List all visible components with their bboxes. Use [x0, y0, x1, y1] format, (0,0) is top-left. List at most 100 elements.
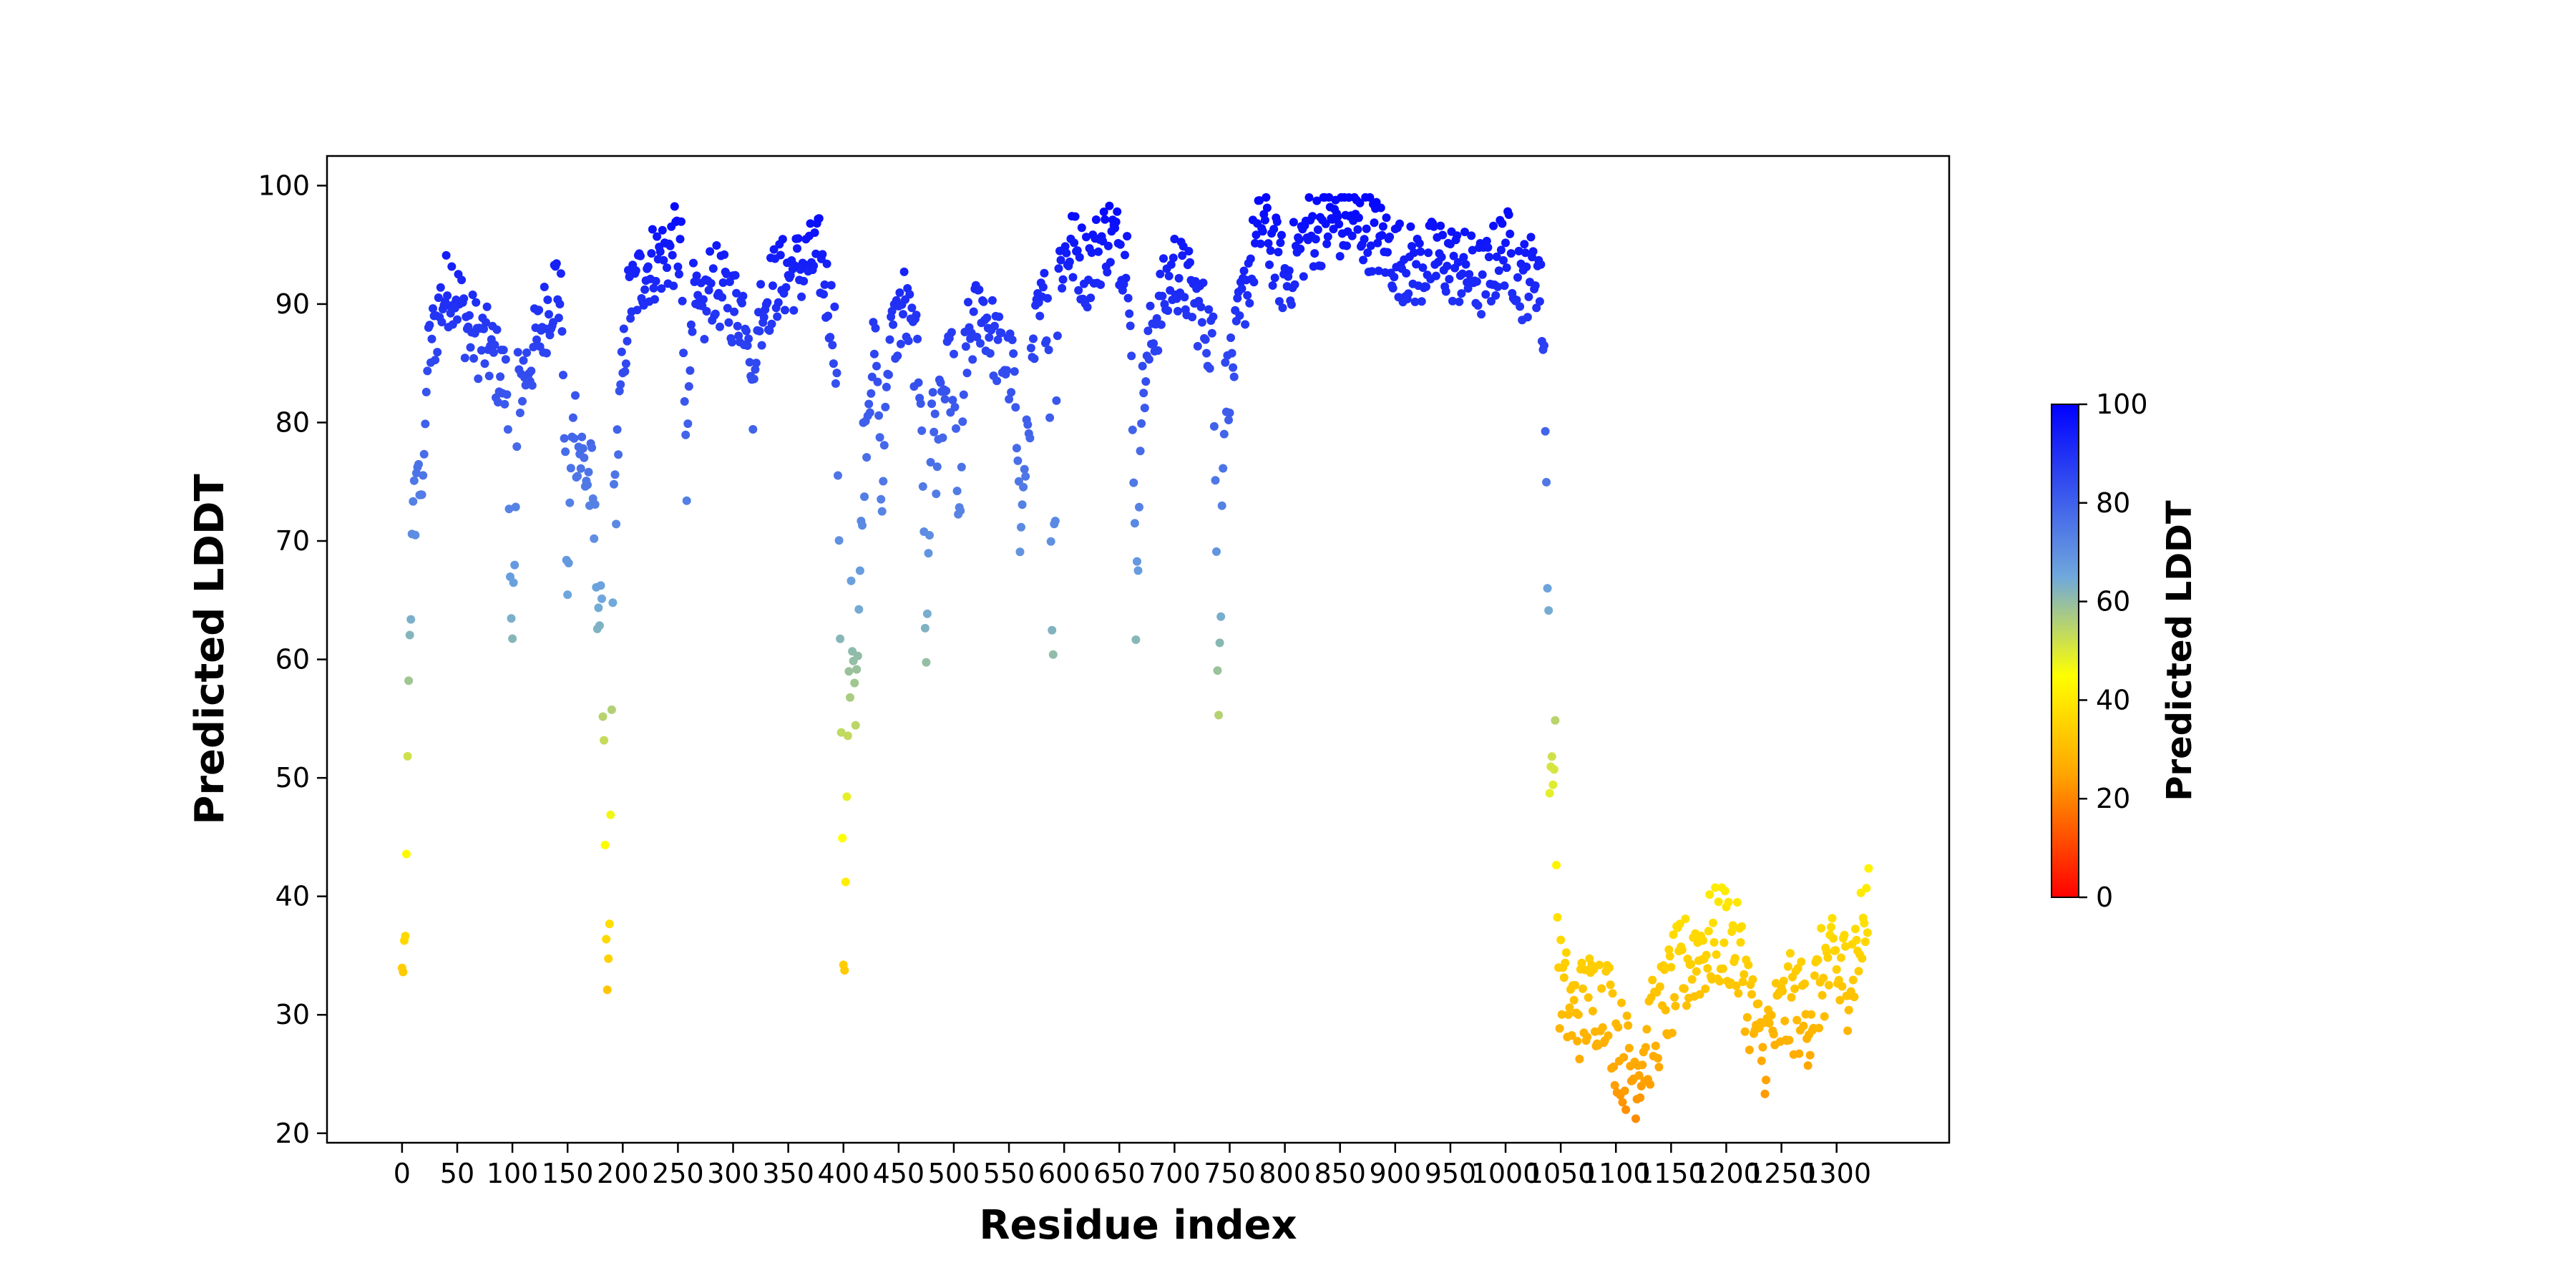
- data-point: [649, 283, 658, 293]
- data-point: [1675, 919, 1684, 929]
- data-point: [1213, 666, 1222, 675]
- data-point: [850, 678, 859, 688]
- data-point: [1262, 203, 1272, 213]
- data-point: [975, 285, 984, 294]
- y-axis: 20 30 40 50 60 70 80 90 100: [258, 170, 327, 1149]
- data-point: [733, 321, 742, 331]
- y-tick-label: 30: [275, 999, 310, 1030]
- data-point: [1266, 246, 1275, 255]
- data-point: [409, 476, 419, 485]
- data-point: [417, 490, 426, 499]
- data-point: [724, 318, 733, 327]
- data-point: [990, 321, 999, 331]
- data-point: [527, 366, 536, 376]
- data-point: [1304, 193, 1314, 202]
- data-point: [602, 935, 611, 944]
- data-point: [1010, 367, 1019, 376]
- data-point: [1557, 1010, 1566, 1019]
- data-point: [743, 341, 752, 350]
- data-point: [1202, 348, 1211, 358]
- data-point: [563, 590, 572, 600]
- data-point: [515, 409, 525, 417]
- data-point: [1850, 924, 1860, 934]
- data-point: [874, 411, 884, 420]
- data-point: [993, 335, 1002, 344]
- data-point: [433, 348, 442, 357]
- data-point: [527, 381, 537, 390]
- data-point: [1621, 1105, 1631, 1114]
- data-point: [1522, 262, 1531, 271]
- data-point: [873, 377, 882, 386]
- data-point: [1455, 297, 1464, 306]
- data-point: [1815, 1023, 1823, 1033]
- data-point: [1087, 248, 1096, 258]
- data-point: [824, 311, 833, 321]
- data-point: [896, 339, 905, 348]
- data-point: [918, 482, 927, 491]
- data-point: [1083, 303, 1092, 312]
- data-point: [1224, 416, 1233, 424]
- data-point: [819, 290, 828, 299]
- data-point: [1017, 522, 1025, 532]
- data-point: [781, 283, 791, 292]
- data-point: [1294, 235, 1304, 244]
- data-point: [1133, 566, 1143, 575]
- data-point: [1126, 321, 1135, 331]
- data-point: [1575, 1055, 1584, 1063]
- data-point: [1544, 606, 1553, 615]
- data-point: [976, 338, 985, 348]
- data-point: [659, 255, 668, 265]
- data-point: [979, 297, 988, 306]
- data-point: [1207, 328, 1216, 338]
- data-point: [1487, 297, 1496, 306]
- data-point: [1103, 268, 1112, 277]
- data-point: [1129, 478, 1138, 487]
- x-tick-label: 1050: [1526, 1158, 1596, 1189]
- data-point: [1532, 303, 1541, 313]
- data-point: [1513, 273, 1522, 282]
- data-point: [1272, 217, 1282, 226]
- data-point: [732, 288, 741, 298]
- data-point: [1121, 250, 1129, 260]
- data-point: [1754, 999, 1763, 1008]
- data-point: [1473, 301, 1483, 310]
- data-point: [1133, 557, 1141, 566]
- data-point: [1453, 258, 1463, 267]
- data-point: [1803, 1061, 1813, 1070]
- colorbar-tick-label: 100: [2096, 389, 2148, 420]
- data-point: [809, 261, 819, 270]
- data-point: [509, 578, 518, 587]
- data-point: [1641, 1043, 1650, 1052]
- data-point: [675, 270, 683, 279]
- data-point: [653, 232, 662, 241]
- colorbar-gradient: [2051, 404, 2079, 898]
- data-point: [555, 300, 565, 308]
- data-point: [499, 346, 508, 355]
- data-point: [1477, 310, 1486, 319]
- data-point: [867, 389, 876, 398]
- x-tick-label: 300: [707, 1158, 759, 1189]
- data-point: [1390, 273, 1399, 282]
- data-point: [1712, 950, 1721, 959]
- data-point: [552, 259, 561, 268]
- data-point: [961, 342, 970, 351]
- data-point: [1137, 419, 1146, 428]
- data-point: [459, 294, 469, 303]
- data-point: [1524, 292, 1533, 301]
- data-point: [922, 658, 931, 667]
- data-point: [1565, 1003, 1574, 1013]
- data-point: [1703, 964, 1712, 973]
- data-point: [912, 311, 921, 320]
- data-point: [1631, 1114, 1640, 1123]
- data-point: [584, 467, 593, 477]
- data-point: [663, 263, 671, 273]
- data-point: [1011, 403, 1020, 412]
- data-point: [1556, 935, 1566, 945]
- data-point: [704, 286, 713, 295]
- data-point: [1156, 320, 1166, 329]
- data-point: [598, 712, 608, 721]
- y-tick-label: 70: [275, 525, 310, 557]
- data-point: [1778, 987, 1787, 996]
- data-point: [597, 594, 606, 603]
- data-point: [781, 306, 789, 315]
